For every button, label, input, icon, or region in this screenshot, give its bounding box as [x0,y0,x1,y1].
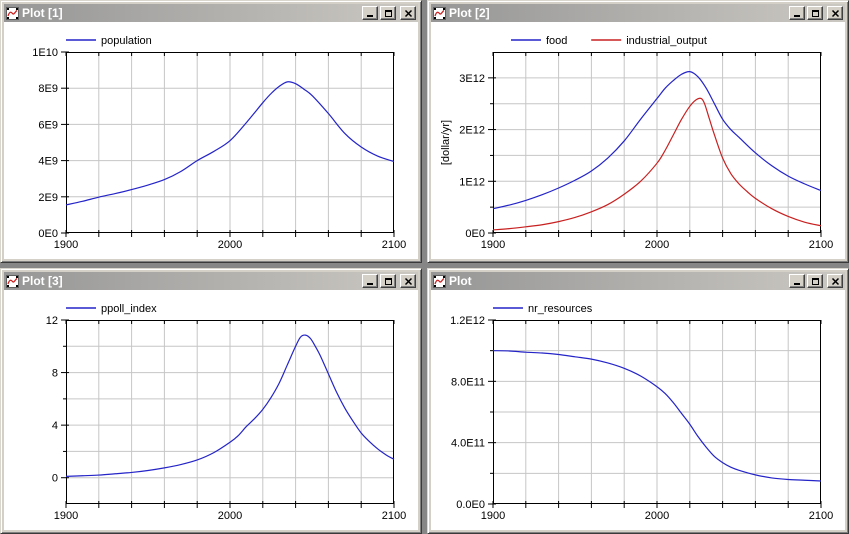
ppoll-index-chart: 1900 2000 2100 12 8 4 0 ppoll_index [46,303,406,522]
plot-window-4: Plot 1900 2000 2100 1.2E12 8.0E11 4.0E11 0.0E0… [427,268,849,534]
svg-text:0.0E0: 0.0E0 [456,499,485,511]
plot-canvas-area-3: 1900 2000 2100 12 8 4 0 ppoll_index [4,290,418,530]
svg-text:2E9: 2E9 [38,192,58,204]
plot-window-1: Plot [1] 1900 2000 2100 1E10 8E9 6E9 4E9 2E9 0E0… [0,0,422,263]
svg-text:2100: 2100 [382,510,406,522]
close-icon [831,9,839,17]
titlebar-plot-1[interactable]: Plot [1] [4,4,418,22]
nr-resources-chart: 1900 2000 2100 1.2E12 8.0E11 4.0E11 0.0E0 nr_re… [450,303,833,522]
svg-text:2100: 2100 [809,510,833,522]
titlebar-plot-4[interactable]: Plot [431,272,845,290]
minimize-button[interactable] [362,274,378,288]
minimize-icon [366,14,373,17]
plot-canvas-area-1: 1900 2000 2100 1E10 8E9 6E9 4E9 2E9 0E0 populatio… [4,22,418,259]
svg-text:1E12: 1E12 [459,176,485,188]
close-icon [404,9,412,17]
svg-text:0E0: 0E0 [38,228,58,240]
svg-text:8E9: 8E9 [38,83,58,95]
maximize-button[interactable] [807,6,823,20]
close-button[interactable] [400,274,416,288]
close-button[interactable] [400,6,416,20]
svg-text:1E10: 1E10 [32,47,58,59]
svg-text:1900: 1900 [54,239,78,251]
close-icon [831,277,839,285]
svg-text:1900: 1900 [54,510,78,522]
close-button[interactable] [827,6,843,20]
maximize-button[interactable] [380,274,396,288]
svg-text:1.2E12: 1.2E12 [450,315,485,327]
population-chart: 1900 2000 2100 1E10 8E9 6E9 4E9 2E9 0E0 populatio… [32,35,406,251]
svg-text:2100: 2100 [809,239,833,251]
food-industrial-chart: 1900 2000 2100 3E12 2E12 1E12 0E0 [dollar/yr] fo… [440,35,833,251]
minimize-button[interactable] [362,6,378,20]
svg-text:8.0E11: 8.0E11 [451,376,485,388]
minimize-icon [793,282,800,285]
close-button[interactable] [827,274,843,288]
svg-text:1900: 1900 [481,239,505,251]
close-icon [404,277,412,285]
titlebar-plot-2[interactable]: Plot [2] [431,4,845,22]
maximize-button[interactable] [380,6,396,20]
svg-text:2000: 2000 [218,510,242,522]
minimize-button[interactable] [789,6,805,20]
svg-text:3E12: 3E12 [459,73,485,85]
maximize-icon [384,9,392,17]
svg-text:industrial_output: industrial_output [626,35,707,47]
svg-text:6E9: 6E9 [38,119,58,131]
window-title: Plot [449,274,472,288]
svg-text:0E0: 0E0 [465,228,485,240]
svg-text:4E9: 4E9 [38,156,58,168]
maximize-icon [811,277,819,285]
maximize-button[interactable] [807,274,823,288]
maximize-icon [384,277,392,285]
svg-text:ppoll_index: ppoll_index [101,303,157,315]
svg-text:12: 12 [46,315,58,327]
minimize-button[interactable] [789,274,805,288]
svg-text:1900: 1900 [481,510,505,522]
plot-canvas-area-2: 1900 2000 2100 3E12 2E12 1E12 0E0 [dollar/yr] fo… [431,22,845,259]
svg-text:2000: 2000 [645,239,669,251]
window-controls [789,6,843,20]
window-title: Plot [2] [449,6,490,20]
svg-text:2E12: 2E12 [459,125,485,137]
svg-text:4: 4 [52,420,58,432]
svg-text:2100: 2100 [382,239,406,251]
svg-text:4.0E11: 4.0E11 [451,438,485,450]
minimize-icon [366,282,373,285]
svg-text:[dollar/yr]: [dollar/yr] [440,120,452,165]
svg-text:population: population [101,35,152,47]
svg-text:nr_resources: nr_resources [528,303,593,315]
maximize-icon [811,9,819,17]
plot-curve-icon[interactable] [433,274,446,288]
plot-curve-icon[interactable] [433,6,446,20]
minimize-icon [793,14,800,17]
plot-window-2: Plot [2] 1900 2000 2100 3E12 2E12 1E12 0E0 [dol… [427,0,849,263]
svg-text:0: 0 [52,473,58,485]
plot-window-3: Plot [3] 1900 2000 2100 12 8 4 0 ppoll_index [0,268,422,534]
svg-text:2000: 2000 [218,239,242,251]
plot-curve-icon[interactable] [6,274,19,288]
window-title: Plot [1] [22,6,63,20]
window-controls [362,6,416,20]
window-controls [789,274,843,288]
plot-curve-icon[interactable] [6,6,19,20]
svg-text:food: food [546,35,567,47]
window-controls [362,274,416,288]
svg-text:8: 8 [52,368,58,380]
titlebar-plot-3[interactable]: Plot [3] [4,272,418,290]
window-title: Plot [3] [22,274,63,288]
svg-text:2000: 2000 [645,510,669,522]
plot-canvas-area-4: 1900 2000 2100 1.2E12 8.0E11 4.0E11 0.0E0 nr_re… [431,290,845,530]
